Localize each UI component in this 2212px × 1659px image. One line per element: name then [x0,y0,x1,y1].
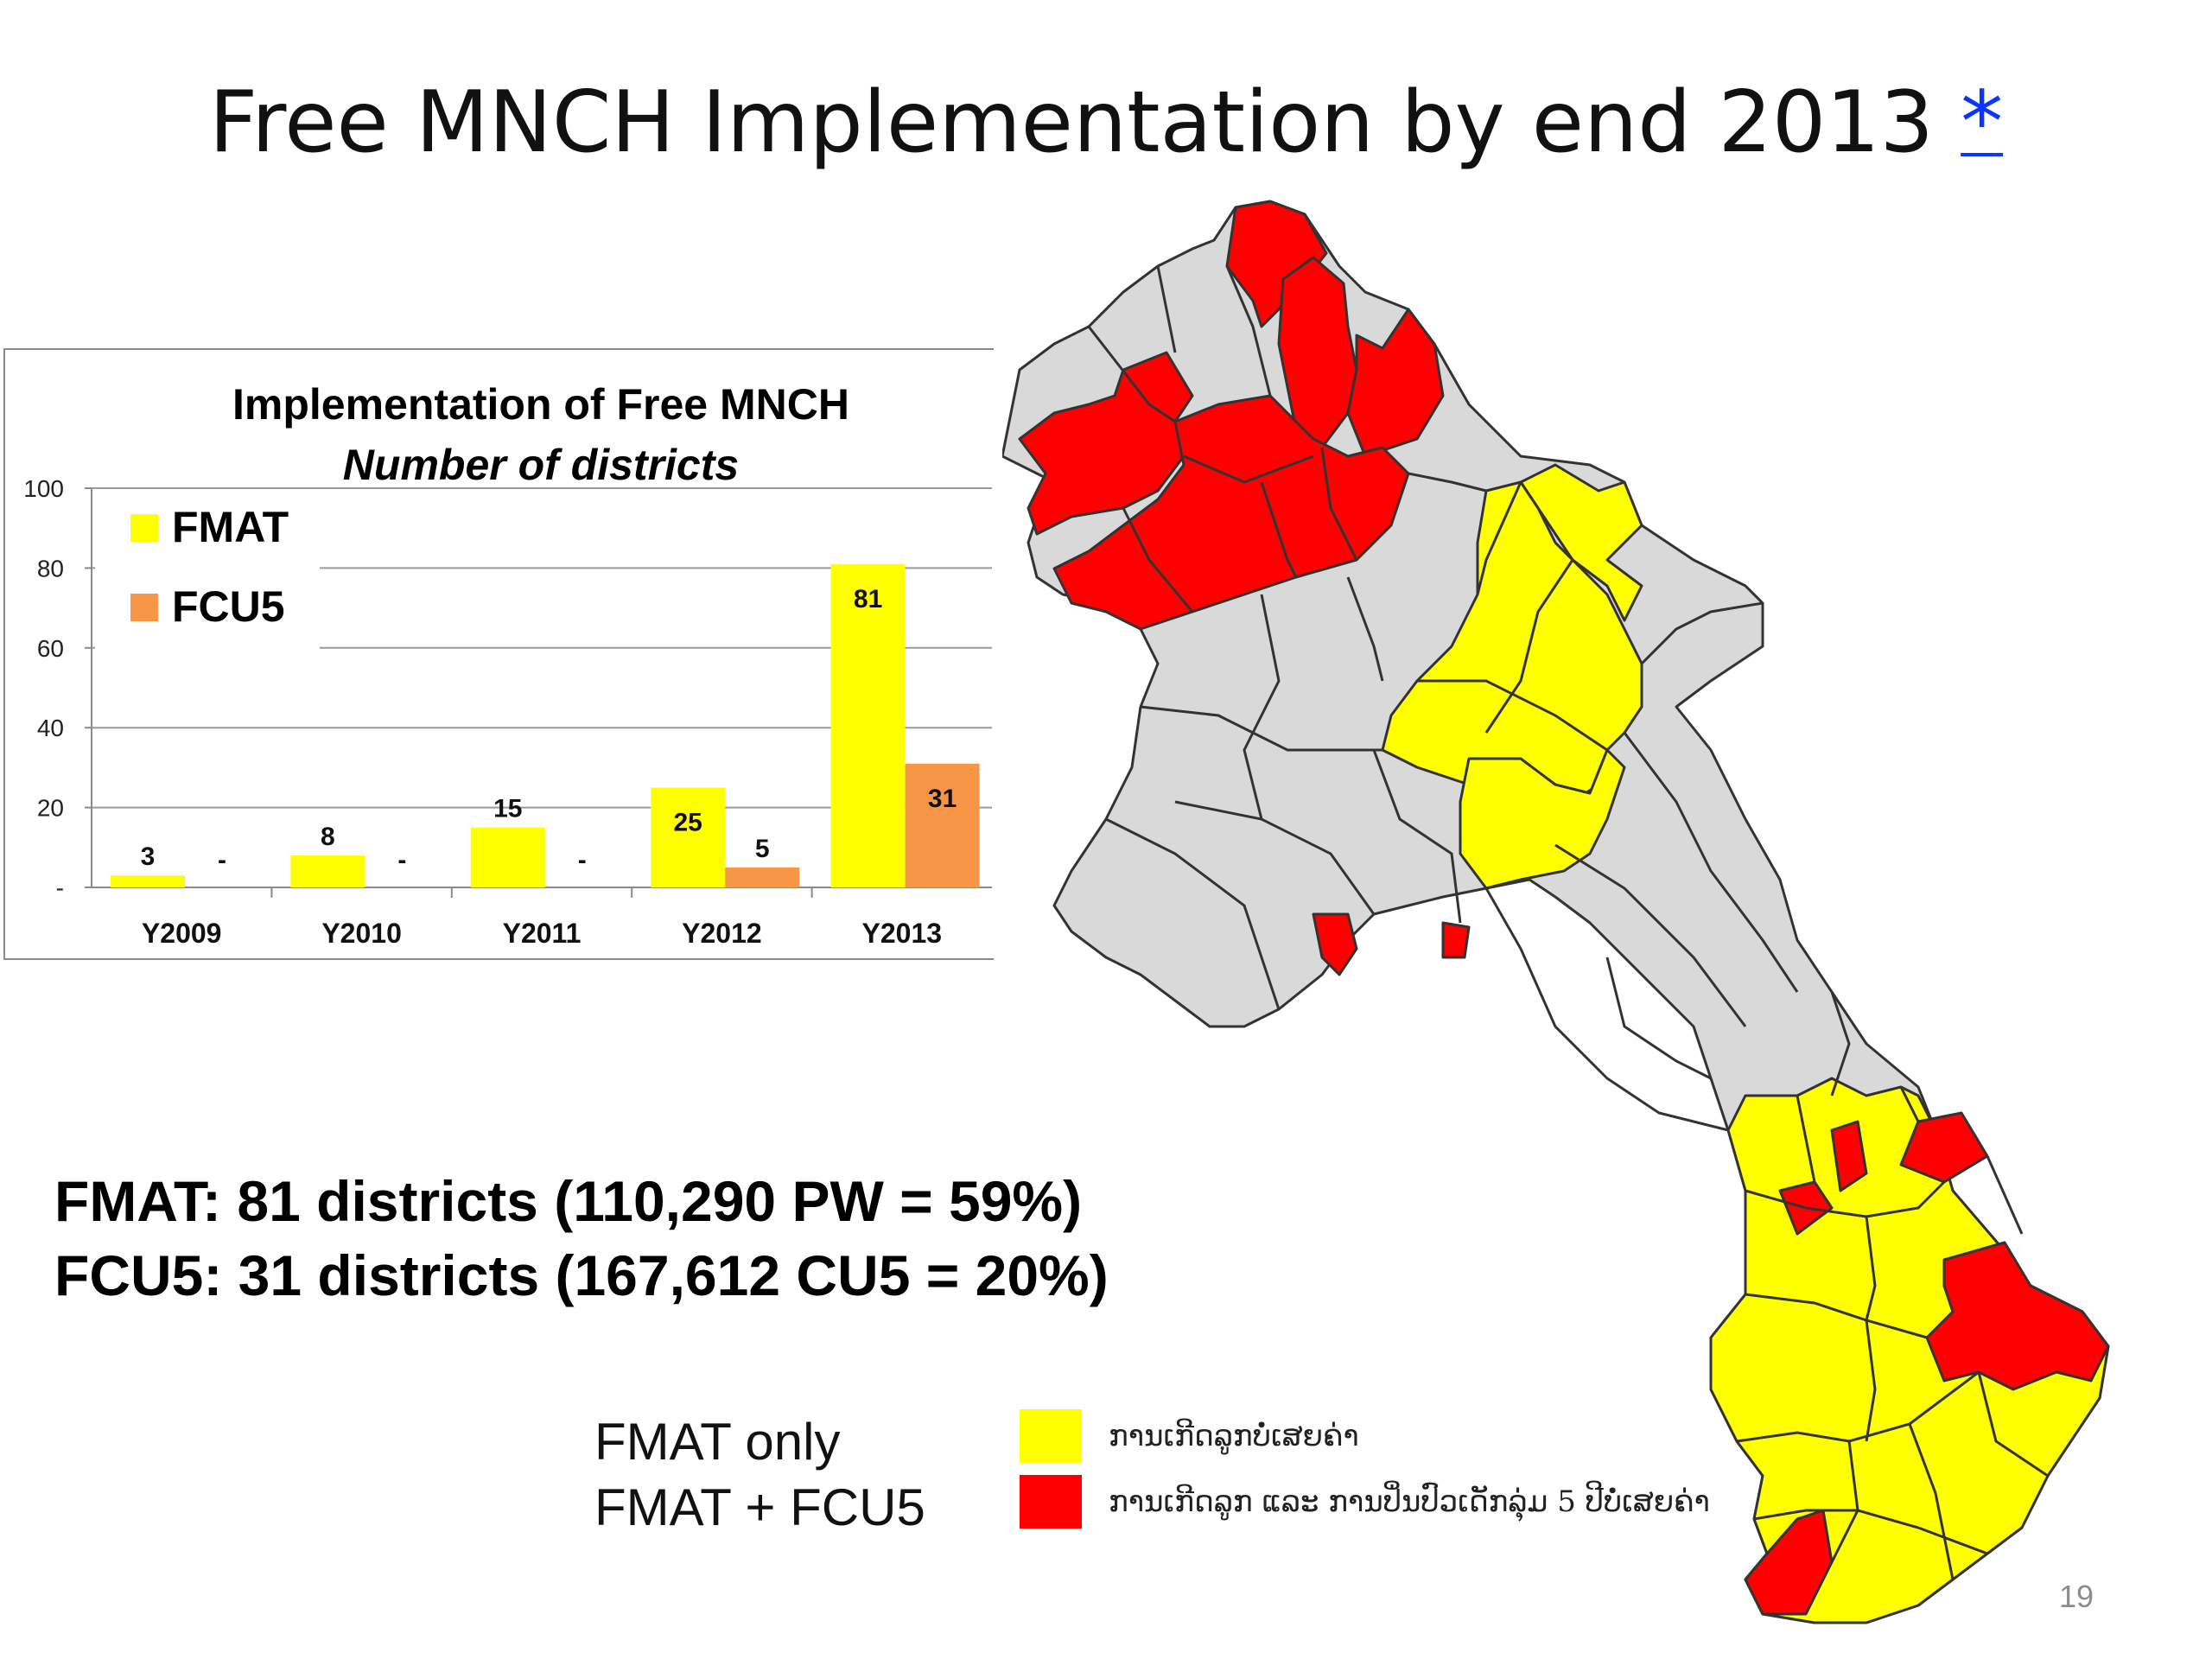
district-border [1753,1509,1988,1555]
district-border [1476,481,1522,595]
district-border [1484,887,1729,1132]
district-border [1260,481,1298,578]
district-borders [1087,265,2049,1580]
x-tick-label: Y2010 [321,918,402,949]
y-tick-label: 20 [37,795,64,822]
district-border [1346,576,1384,682]
data-label: - [218,846,226,874]
district-border [1243,594,1281,820]
laos-district-map [1002,200,2110,1624]
legend-fmat-only-lao: ການເກີດລູກບໍ່ເສຍຄ່າ [1109,1419,1359,1453]
chart-title: Implementation of Free MNCH [232,380,849,429]
y-tick-label: 80 [37,555,64,582]
bar-fmat [290,855,365,887]
y-tick-label: - [56,874,64,901]
bar-fcu5 [905,763,980,887]
x-tick-label: Y2013 [862,918,943,949]
district-border [1372,749,1462,924]
data-label: - [578,846,587,874]
data-label: 31 [928,785,957,813]
district-border [1745,1293,1928,1339]
district-border [1183,454,1314,484]
district-border [1105,817,1281,1010]
bar-fmat [470,827,545,887]
district-border [1225,265,1272,397]
data-label: 3 [141,842,156,871]
bar-fcu5 [725,867,800,887]
title-footnote-link[interactable]: * [1961,73,2004,172]
y-tick-label: 60 [37,635,64,662]
red-districts [1018,200,2110,1616]
legend-label-fmat: FMAT [172,503,289,551]
district-border [1408,472,1487,493]
district-border [1623,732,1799,993]
data-label: - [397,846,406,874]
district-border [1830,991,1851,1096]
legend-fmat-fcu5-lao: ການເກີດລູກ ແລະ ການປິ່ນປົວເດັກລຸ່ມ 5 ປີບໍ… [1109,1484,1710,1519]
legend-label-fcu5: FCU5 [172,582,285,631]
district-border [1320,447,1358,561]
district-border [1640,601,1764,665]
legend-fmat-only-label: FMAT only [594,1413,841,1471]
data-label: 5 [755,835,770,863]
district-border [1417,679,1608,752]
district-border [1140,705,1382,752]
district-border [1899,1086,1920,1122]
data-label: 15 [493,795,522,823]
district-border [1484,559,1574,734]
x-tick-label: Y2012 [682,918,762,949]
chart-subtitle: Number of districts [343,441,739,489]
district-red-northwest-1 [1018,351,1194,536]
data-label: 8 [321,823,335,851]
district-red-north-3 [1346,308,1445,458]
district-red-south-1 [1899,1111,1989,1184]
district-border [1087,326,1176,423]
legend-swatch-fmat [130,514,158,542]
y-tick-label: 100 [23,475,64,502]
district-border [1554,843,1747,1027]
district-border [1986,1155,2024,1235]
data-label: 81 [854,585,882,613]
district-border [1156,265,1177,353]
district-red-vientiane-1 [1312,912,1358,976]
legend-red-swatch [1020,1475,1082,1529]
bar-fmat [830,563,906,887]
x-tick-label: Y2009 [142,918,222,949]
y-tick-label: 40 [37,715,64,741]
legend-swatch-fcu5 [130,594,158,621]
district-border [1605,957,1712,1080]
bar-chart: Implementation of Free MNCH Number of dis… [23,380,992,949]
data-label: 25 [674,809,702,837]
district-border [1122,507,1194,613]
district-red-south-2 [1830,1120,1868,1192]
district-border [1865,1216,1877,1442]
x-tick-label: Y2011 [503,918,582,949]
fcu5-stat: FCU5: 31 districts (167,612 CU5 = 20%) [54,1243,1109,1307]
legend-fmat-fcu5-label: FMAT + FCU5 [594,1478,925,1536]
district-red-northwest-2 [1052,394,1410,631]
district-border [1908,1423,1955,1580]
district-red-south-5 [1744,1509,1834,1616]
district-border [1796,1095,1816,1183]
district-red-vientiane-2 [1441,921,1471,959]
bar-chart-panel: Implementation of Free MNCH Number of dis… [3,348,994,960]
district-yellow-ne-3 [1459,748,1626,890]
district-border [1174,800,1376,915]
legend-yellow-swatch [1020,1409,1082,1463]
page-number: 19 [2059,1579,2094,1614]
bar-fmat [651,787,726,887]
fmat-stat: FMAT: 81 districts (110,290 PW = 59%) [54,1169,1083,1233]
district-yellow-ne-1 [1519,463,1643,622]
district-border [1977,1371,2049,1478]
slide-title: Free MNCH Implementation by end 2013 * [0,73,2212,172]
slide-title-text: Free MNCH Implementation by end 2013 [208,73,1934,172]
district-red-south-4 [1925,1241,2110,1391]
bar-fmat [111,875,185,887]
